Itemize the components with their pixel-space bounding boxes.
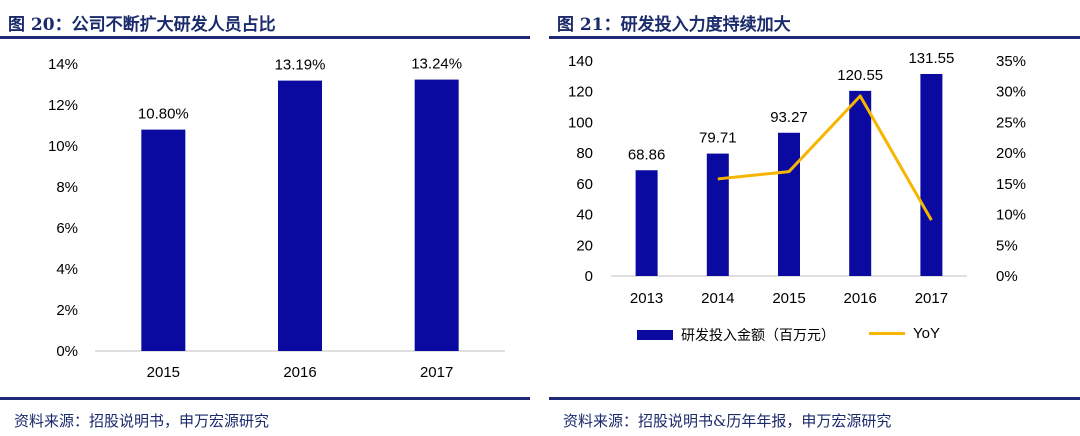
- x-axis-tick-label: 2017: [915, 290, 948, 307]
- left-bottom-rule: [0, 397, 530, 400]
- y-axis-tick-label: 4%: [56, 261, 78, 278]
- data-label: 79.71: [699, 130, 737, 147]
- bar: [849, 90, 872, 276]
- x-axis-tick-label: 2014: [701, 290, 734, 307]
- y-axis-tick-label: 2%: [56, 302, 78, 319]
- x-axis-tick-label: 2013: [630, 290, 663, 307]
- y2-axis-tick-label: 10%: [996, 207, 1026, 224]
- y-axis-tick-label: 60: [576, 176, 593, 193]
- right-source-note: 资料来源：招股说明书&历年年报，申万宏源研究: [563, 412, 892, 430]
- x-axis-tick-label: 2016: [283, 364, 316, 380]
- x-axis-tick-label: 2015: [772, 290, 805, 307]
- bar: [414, 79, 459, 351]
- y-axis-tick-label: 100: [568, 114, 593, 131]
- y-axis-tick-label: 20: [576, 237, 593, 254]
- y2-axis-tick-label: 20%: [996, 145, 1026, 162]
- data-label: 93.27: [770, 109, 808, 126]
- legend-line-swatch: [869, 332, 905, 335]
- y-axis-tick-label: 12%: [48, 97, 78, 114]
- legend-item-rd-investment: 研发投入金额（百万元）: [637, 325, 835, 345]
- left-chart-panel: 图 20：公司不断扩大研发人员占比 0% 2% 4% 6% 8% 10% 12% 14% 10.…: [0, 0, 530, 436]
- rd-investment-chart: 0 20 40 60 80 100 120 140 0% 5% 10% 15% 20% 25% 30% 35%…: [568, 50, 1026, 307]
- y-axis-tick-label: 120: [568, 84, 593, 101]
- y2-axis-tick-label: 15%: [996, 176, 1026, 193]
- legend-bar-label: 研发投入金额（百万元）: [681, 328, 835, 344]
- y-axis-tick-label: 0: [585, 268, 593, 285]
- data-label: 131.55: [908, 50, 954, 67]
- yoy-line: [717, 94, 933, 221]
- y-axis-tick-label: 10%: [48, 138, 78, 155]
- legend-bar-swatch: [637, 330, 673, 340]
- bar: [278, 80, 322, 352]
- bar: [635, 170, 658, 276]
- y-axis-tick-label: 140: [568, 53, 593, 70]
- y-axis-tick-label: 80: [576, 145, 593, 162]
- data-label: 10.80%: [138, 106, 189, 123]
- x-axis-tick-label: 2015: [147, 364, 180, 380]
- right-chart-title: 图 21：研发投入力度持续加大: [557, 15, 791, 35]
- data-label: 120.55: [837, 67, 883, 84]
- y2-axis-tick-label: 35%: [996, 53, 1026, 70]
- x-axis-tick-label: 2017: [420, 364, 453, 380]
- bar: [141, 129, 186, 351]
- left-top-rule: [0, 36, 530, 39]
- data-label: 13.24%: [411, 56, 462, 73]
- y2-axis-tick-label: 5%: [996, 237, 1018, 254]
- y2-axis-tick-label: 25%: [996, 114, 1026, 131]
- bar: [706, 153, 729, 276]
- x-axis-tick-label: 2016: [844, 290, 877, 307]
- legend-line-label: YoY: [913, 325, 940, 342]
- y2-axis-tick-label: 0%: [996, 268, 1018, 285]
- bar: [920, 73, 943, 276]
- y-axis-tick-label: 14%: [48, 56, 78, 73]
- right-bottom-rule: [549, 397, 1080, 400]
- data-label: 68.86: [628, 146, 666, 163]
- bar: [778, 132, 800, 276]
- data-label: 13.19%: [275, 57, 326, 74]
- left-source-note: 资料来源：招股说明书，申万宏源研究: [14, 412, 270, 430]
- y-axis-tick-label: 6%: [56, 220, 78, 237]
- rd-staff-ratio-chart: 0% 2% 4% 6% 8% 10% 12% 14% 10.80% 2015 13.19% 2016 1…: [48, 56, 505, 380]
- right-chart-panel: 图 21：研发投入力度持续加大 0 20 40 60 80 100 120 140 0% 5% 10…: [549, 0, 1080, 436]
- y-axis-tick-label: 8%: [56, 179, 78, 196]
- y-axis-tick-label: 40: [576, 207, 593, 224]
- y2-axis-tick-label: 30%: [996, 84, 1026, 101]
- y-axis-tick-label: 0%: [56, 343, 78, 360]
- right-top-rule: [549, 36, 1080, 39]
- left-chart-title: 图 20：公司不断扩大研发人员占比: [8, 15, 276, 35]
- legend-item-yoy: YoY: [869, 325, 940, 342]
